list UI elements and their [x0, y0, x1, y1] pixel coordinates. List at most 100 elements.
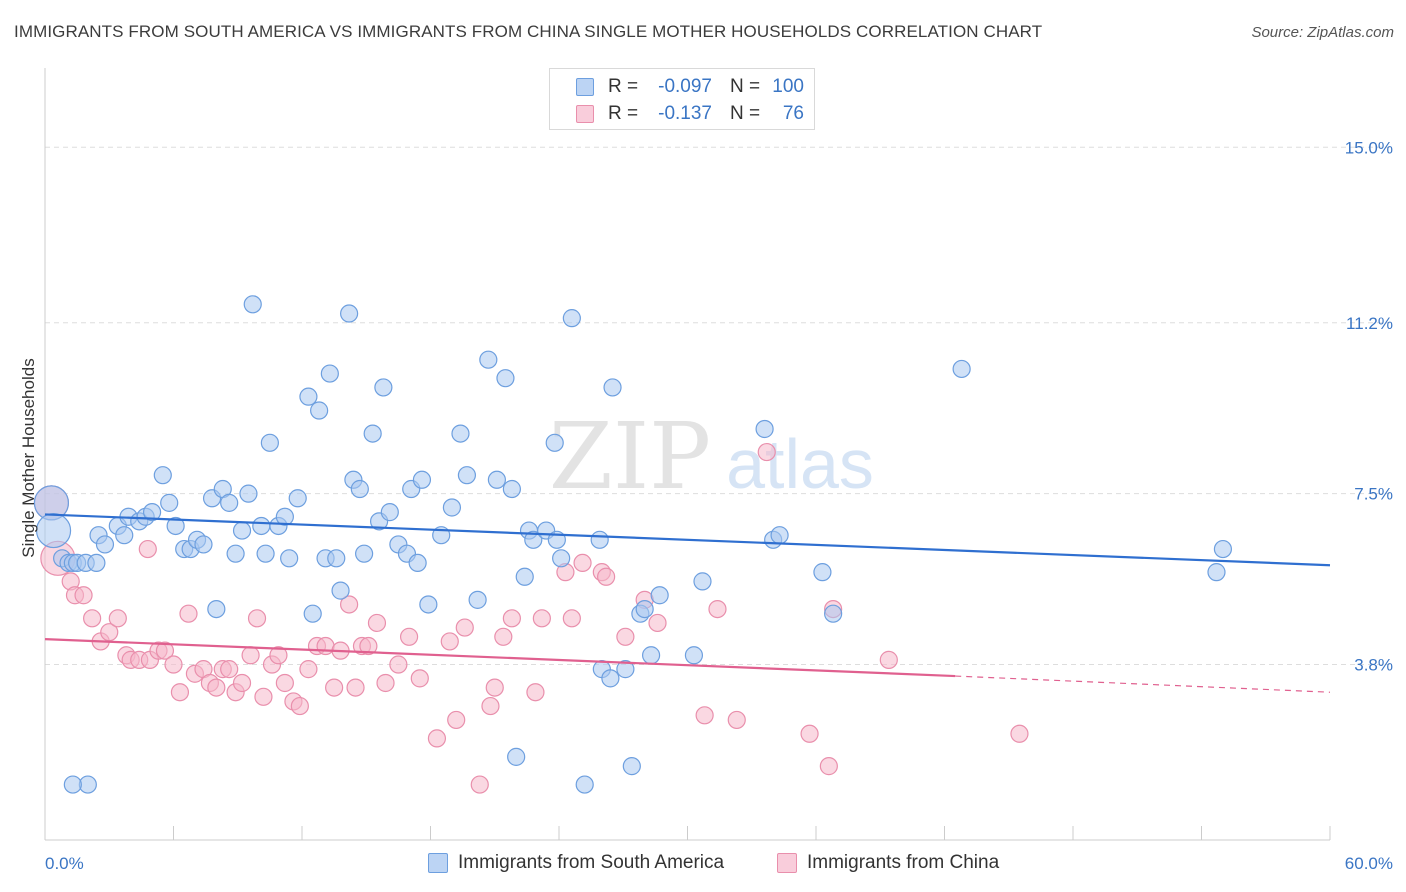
- south-america-point: [468, 590, 487, 609]
- y-tick-label: 3.8%: [1354, 656, 1393, 675]
- n-value: 76: [782, 103, 804, 124]
- watermark-zip: ZIP: [549, 403, 711, 510]
- china-point: [399, 627, 419, 646]
- china-point: [275, 673, 294, 693]
- trend-line-south-america: [44, 513, 1331, 567]
- china-point: [485, 678, 504, 697]
- china-point: [695, 706, 714, 725]
- china-point: [597, 567, 616, 586]
- china-point: [359, 636, 378, 656]
- china-point: [727, 710, 746, 730]
- south-america-point: [552, 549, 571, 568]
- legend-swatch-blue: [576, 78, 594, 96]
- south-america-point: [232, 521, 252, 540]
- south-america-point: [153, 466, 172, 485]
- south-america-point: [684, 646, 704, 665]
- china-point: [562, 609, 581, 628]
- china-point: [290, 696, 309, 716]
- south-america-point: [355, 544, 374, 563]
- south-america-point: [87, 553, 106, 573]
- stats-legend: R = -0.097 N = 100 R = -0.137 N = 76: [549, 68, 815, 130]
- south-america-point: [496, 369, 515, 388]
- china-point: [447, 710, 466, 730]
- n-label: N =: [730, 103, 761, 124]
- series-south-america-points: [33, 295, 1233, 794]
- south-america-point: [331, 581, 350, 600]
- china-point: [708, 599, 727, 619]
- x-tick-label: 60.0%: [1345, 854, 1393, 873]
- n-value: 100: [772, 76, 804, 97]
- south-america-point: [280, 549, 299, 568]
- china-point: [346, 678, 365, 697]
- south-america-point: [243, 295, 262, 314]
- south-america-point: [95, 535, 115, 554]
- south-america-point: [507, 747, 526, 766]
- south-america-point: [256, 544, 275, 563]
- south-america-point: [562, 309, 581, 328]
- legend-item-south-america: Immigrants from South America: [428, 852, 724, 874]
- y-tick-label: 11.2%: [1346, 314, 1393, 333]
- china-point: [1010, 724, 1029, 743]
- y-tick-label: 7.5%: [1354, 485, 1393, 504]
- watermark-atlas: atlas: [726, 425, 874, 503]
- south-america-point: [603, 378, 622, 397]
- south-america-point: [635, 599, 654, 619]
- south-america-point: [590, 530, 609, 549]
- china-point: [427, 729, 447, 748]
- china-point: [800, 724, 819, 743]
- r-value: -0.137: [658, 103, 712, 124]
- south-america-point: [303, 604, 322, 623]
- y-axis-label: Single Mother Households: [19, 358, 38, 557]
- trend-line-china: [44, 638, 956, 678]
- china-point: [108, 609, 127, 628]
- china-point: [316, 636, 335, 656]
- china-point: [269, 646, 288, 665]
- bottom-legend: Immigrants from South America Immigrants…: [0, 852, 1406, 878]
- south-america-point: [502, 479, 521, 499]
- china-point: [340, 595, 359, 614]
- china-point: [470, 775, 489, 794]
- r-label: R =: [608, 76, 639, 97]
- china-point: [532, 609, 551, 628]
- south-america-point: [299, 387, 318, 406]
- x-tick-label: 0.0%: [45, 854, 84, 873]
- south-america-point: [350, 479, 369, 499]
- south-america-point: [487, 470, 506, 489]
- stats-row-china: R = -0.137 N = 76: [550, 101, 816, 127]
- legend-item-china: Immigrants from China: [777, 852, 999, 874]
- south-america-point: [952, 359, 971, 379]
- china-point: [526, 683, 545, 702]
- china-point: [170, 683, 190, 702]
- south-america-point: [451, 424, 470, 443]
- south-america-point: [408, 553, 427, 573]
- china-point: [455, 618, 474, 637]
- south-america-point: [340, 304, 359, 323]
- south-america-point: [160, 493, 179, 512]
- south-america-point: [1207, 563, 1226, 582]
- china-point: [232, 673, 252, 693]
- south-america-point: [142, 503, 162, 522]
- south-america-point: [524, 530, 543, 549]
- legend-label: Immigrants from South America: [458, 852, 725, 873]
- china-point: [376, 673, 395, 693]
- china-point: [616, 627, 635, 646]
- south-america-point: [239, 484, 258, 503]
- south-america-point: [622, 757, 641, 776]
- south-america-point: [63, 775, 82, 794]
- south-america-point: [601, 669, 620, 688]
- china-point: [138, 539, 157, 559]
- south-america-point: [515, 567, 534, 586]
- legend-swatch-pink: [777, 853, 797, 873]
- china-point: [155, 641, 175, 660]
- china-point: [325, 678, 344, 697]
- china-point: [179, 604, 198, 623]
- china-point: [247, 609, 267, 628]
- china-point: [164, 655, 183, 674]
- china-point: [83, 609, 102, 628]
- south-america-point: [1213, 539, 1233, 559]
- china-point: [481, 696, 500, 716]
- south-america-point: [380, 503, 399, 522]
- stats-row-south-america: R = -0.097 N = 100: [550, 74, 816, 100]
- south-america-point: [693, 572, 712, 591]
